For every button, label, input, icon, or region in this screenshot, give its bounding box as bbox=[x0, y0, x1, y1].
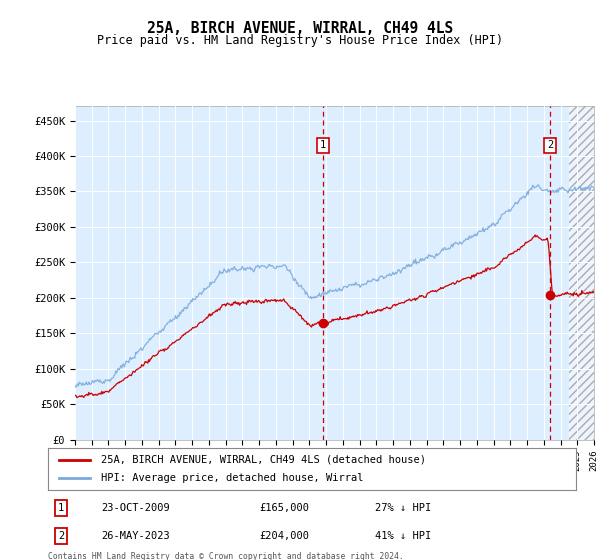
Bar bbox=[569, 106, 594, 440]
Text: 25A, BIRCH AVENUE, WIRRAL, CH49 4LS: 25A, BIRCH AVENUE, WIRRAL, CH49 4LS bbox=[147, 21, 453, 36]
Text: 2: 2 bbox=[547, 141, 553, 151]
Text: £165,000: £165,000 bbox=[259, 503, 309, 513]
Text: 27% ↓ HPI: 27% ↓ HPI bbox=[376, 503, 431, 513]
Bar bbox=[569, 106, 594, 440]
Text: HPI: Average price, detached house, Wirral: HPI: Average price, detached house, Wirr… bbox=[101, 473, 364, 483]
Text: 2: 2 bbox=[58, 531, 64, 541]
Text: 23-OCT-2009: 23-OCT-2009 bbox=[101, 503, 170, 513]
Text: 41% ↓ HPI: 41% ↓ HPI bbox=[376, 531, 431, 541]
Text: £204,000: £204,000 bbox=[259, 531, 309, 541]
Text: 1: 1 bbox=[320, 141, 326, 151]
Text: Price paid vs. HM Land Registry's House Price Index (HPI): Price paid vs. HM Land Registry's House … bbox=[97, 34, 503, 46]
Text: Contains HM Land Registry data © Crown copyright and database right 2024.: Contains HM Land Registry data © Crown c… bbox=[48, 552, 404, 560]
Text: 1: 1 bbox=[58, 503, 64, 513]
Text: 25A, BIRCH AVENUE, WIRRAL, CH49 4LS (detached house): 25A, BIRCH AVENUE, WIRRAL, CH49 4LS (det… bbox=[101, 455, 426, 465]
Text: 26-MAY-2023: 26-MAY-2023 bbox=[101, 531, 170, 541]
